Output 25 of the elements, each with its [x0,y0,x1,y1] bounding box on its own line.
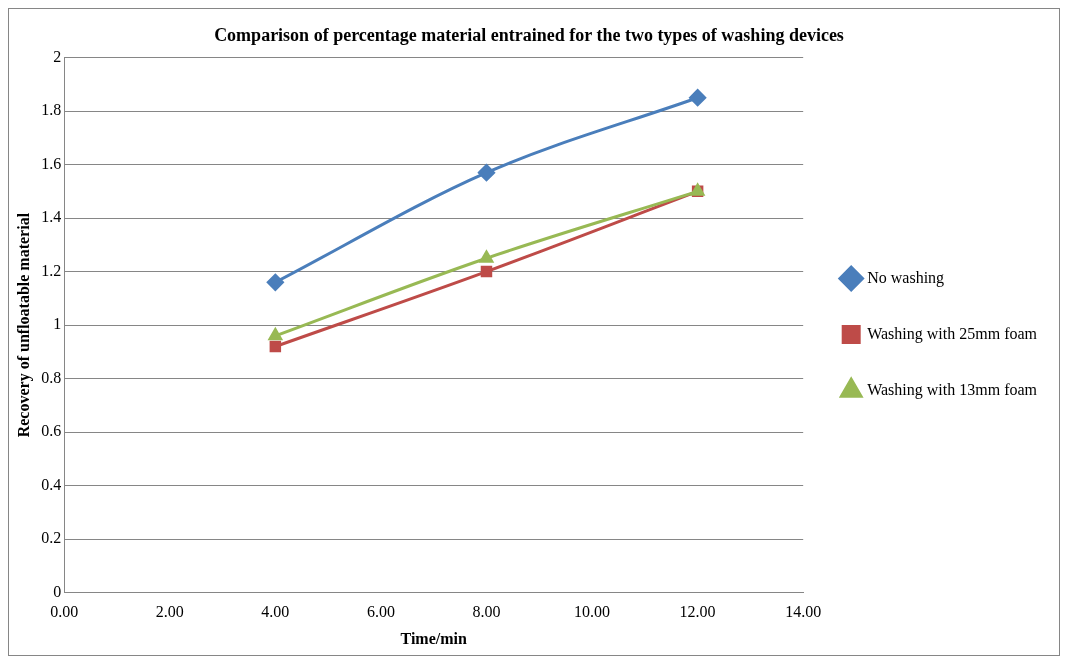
y-tick-label: 0 [53,582,62,600]
x-axis-title: Time/min [400,629,467,647]
x-tick-label: 6.00 [366,603,395,621]
legend-label: Washing with 13mm foam [867,380,1038,399]
chart-title: Comparison of percentage material entrained for the two types of washing devices [214,25,844,46]
x-tick-label: 10.00 [574,603,611,621]
y-tick-label: 2 [53,47,62,65]
y-tick-label: 0.6 [41,422,62,440]
y-tick-label: 1.4 [41,208,62,226]
y-tick-label: 1 [53,315,62,333]
x-tick-label: 12.00 [679,603,716,621]
y-tick-label: 1.8 [41,101,62,119]
legend-label: Washing with 25mm foam [867,324,1038,343]
y-tick-label: 1.6 [41,154,62,172]
y-tick-label: 0.2 [41,529,62,547]
x-tick-label: 2.00 [155,603,184,621]
x-tick-label: 14.00 [785,603,822,621]
y-tick-label: 1.2 [41,261,62,279]
legend-label: No washing [867,268,945,287]
x-tick-label: 8.00 [472,603,501,621]
y-tick-label: 0.4 [41,475,62,493]
x-tick-label: 0.00 [50,603,79,621]
y-tick-label: 0.8 [41,368,62,386]
x-tick-label: 4.00 [261,603,290,621]
y-axis-title: Recovery of unfloatable material [14,212,33,438]
